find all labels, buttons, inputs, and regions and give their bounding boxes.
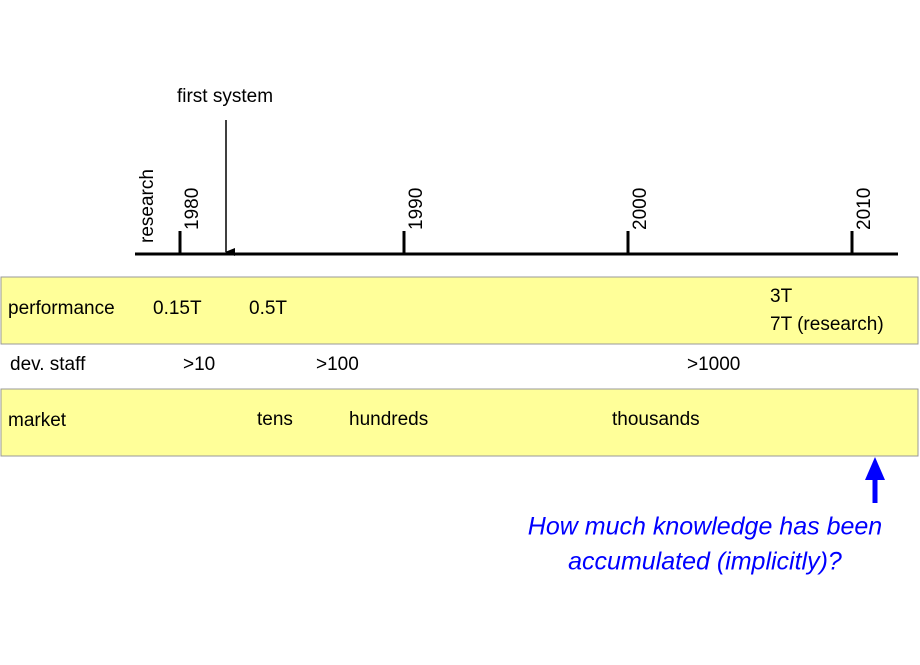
year-ticks: [178, 231, 854, 254]
row-item: 3T: [770, 286, 793, 307]
first-system-label: first system: [177, 86, 273, 107]
row-item: 0.15T: [153, 298, 202, 319]
year-label: 1980: [182, 188, 203, 230]
performance-band: [0, 276, 919, 345]
year-label: 1990: [406, 188, 427, 230]
row-item: >1000: [687, 354, 740, 375]
row-item: 0.5T: [249, 298, 287, 319]
row-item: >10: [183, 354, 215, 375]
row-label: dev. staff: [10, 354, 86, 375]
question-arrowhead: [865, 457, 885, 480]
market-band: [0, 388, 919, 457]
row-label: market: [8, 410, 67, 431]
question-text: How much knowledge has been: [528, 513, 882, 541]
question-text: accumulated (implicitly)?: [568, 548, 842, 576]
row-item: thousands: [612, 409, 700, 430]
row-item: tens: [257, 409, 293, 430]
row-item: hundreds: [349, 409, 428, 430]
row-item: >100: [316, 354, 359, 375]
row-item: 7T (research): [770, 314, 884, 335]
year-label: 2000: [630, 188, 651, 230]
research-label: research: [137, 169, 158, 243]
year-label: 2010: [854, 188, 875, 230]
row-label: performance: [8, 298, 115, 319]
